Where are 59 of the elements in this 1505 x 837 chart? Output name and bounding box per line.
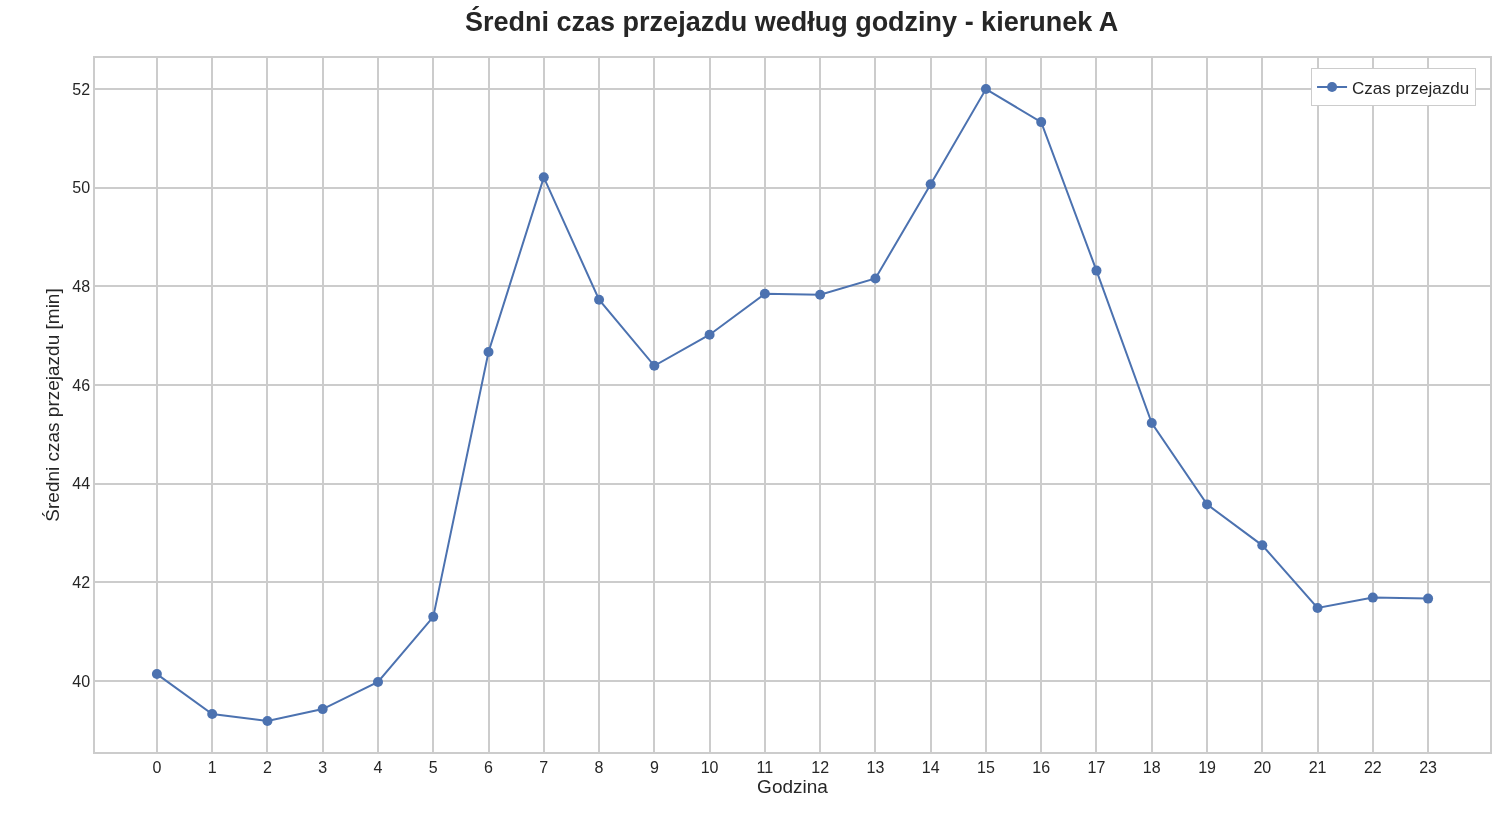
- x-tick-label: 21: [1308, 758, 1327, 776]
- x-tick-label: 22: [1363, 758, 1382, 776]
- point: [925, 179, 936, 190]
- point: [1036, 117, 1047, 128]
- point: [262, 715, 273, 726]
- x-tick-label: 7: [539, 758, 549, 776]
- x-tick-label: 1: [207, 758, 217, 776]
- y-tick-label: 52: [72, 80, 91, 98]
- x-tick-label: 14: [921, 758, 940, 776]
- y-axis-title: Średni czas przejazdu [min]: [41, 288, 63, 522]
- x-tick-label: 20: [1253, 758, 1272, 776]
- y-tick-label: 50: [72, 179, 91, 197]
- x-tick-label: 11: [756, 758, 774, 776]
- point: [1423, 593, 1434, 604]
- point: [538, 172, 549, 183]
- x-tick-label: 16: [1032, 758, 1051, 776]
- x-tick-label: 13: [866, 758, 885, 776]
- point: [317, 704, 328, 715]
- point: [594, 294, 605, 305]
- legend-label: Czas przejazdu: [1352, 78, 1470, 98]
- point: [428, 611, 439, 622]
- x-tick-label: 19: [1198, 758, 1217, 776]
- y-tick-label: 42: [72, 573, 91, 591]
- point: [1202, 499, 1213, 510]
- point: [207, 709, 218, 720]
- x-tick-label: 12: [811, 758, 830, 776]
- point: [759, 288, 770, 299]
- y-tick-label: 46: [72, 376, 91, 394]
- y-tick-label: 48: [72, 277, 91, 295]
- point: [649, 360, 660, 371]
- point: [1367, 592, 1378, 603]
- point: [980, 84, 991, 95]
- x-tick-label: 10: [700, 758, 719, 776]
- point: [1257, 540, 1268, 551]
- x-tick-label: 15: [977, 758, 995, 776]
- point: [372, 676, 383, 687]
- x-tick-label: 9: [649, 758, 659, 776]
- point: [815, 289, 826, 300]
- x-tick-label: 6: [484, 758, 494, 776]
- chart-title: Średni czas przejazdu według godziny - kierunek A: [465, 6, 1119, 38]
- point: [704, 329, 715, 340]
- x-tick-label: 5: [428, 758, 438, 776]
- point: [1312, 602, 1323, 613]
- x-tick-label: 18: [1142, 758, 1161, 776]
- x-tick-label: 23: [1419, 758, 1438, 776]
- point: [1091, 265, 1102, 276]
- x-axis-title: Godzina: [757, 775, 829, 797]
- x-tick-label: 2: [262, 758, 272, 776]
- point: [1146, 418, 1157, 428]
- x-tick-label: 4: [373, 758, 383, 776]
- x-tick-label: 17: [1087, 758, 1106, 776]
- point: [151, 669, 162, 680]
- x-tick-label: 8: [594, 758, 604, 776]
- y-tick-label: 40: [72, 672, 91, 690]
- point: [870, 273, 881, 284]
- point: [483, 346, 494, 357]
- x-tick-label: 3: [318, 758, 328, 776]
- y-tick-label: 44: [72, 475, 91, 493]
- x-tick-label: 0: [152, 758, 162, 776]
